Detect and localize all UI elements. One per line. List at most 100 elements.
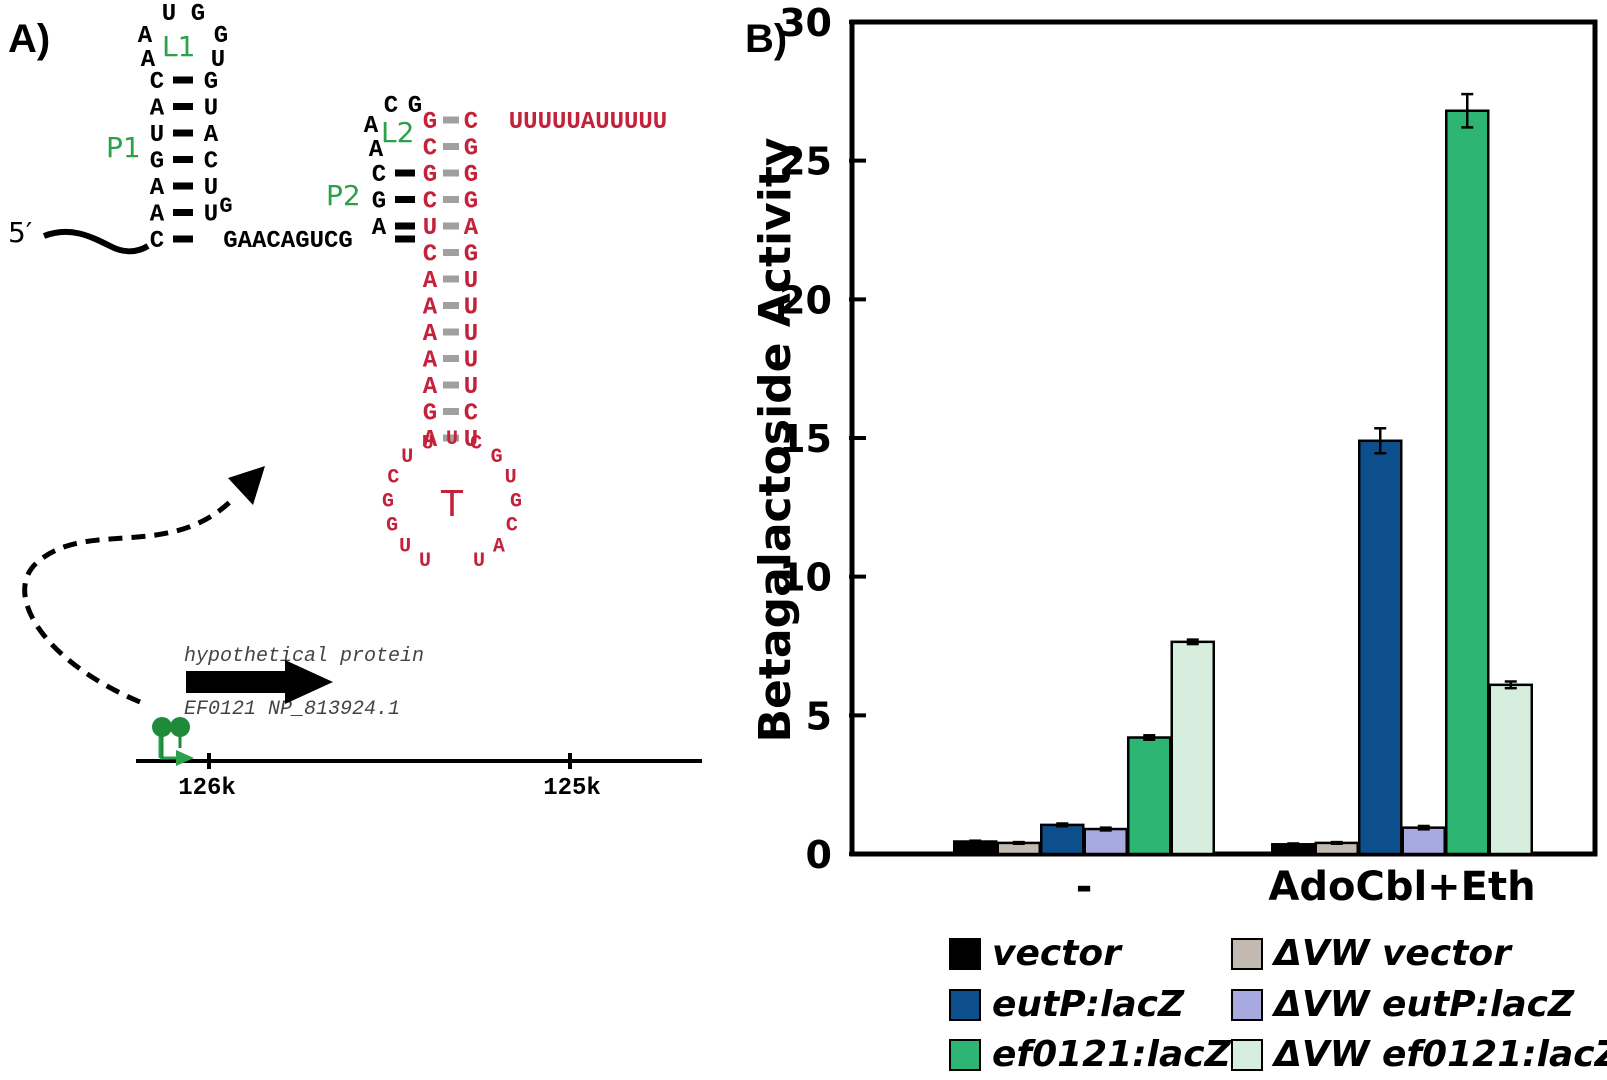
- y-tick-label: 0: [806, 833, 832, 877]
- legend-label: ΔVW eutP:lacZ: [1271, 984, 1575, 1025]
- stem1-left-nt: A: [150, 96, 165, 123]
- panel-a-label: A): [8, 17, 50, 61]
- riboswitch-icon-2: [170, 717, 190, 737]
- loop1-nt: G: [214, 23, 228, 50]
- terminator-left-nt: U: [423, 215, 437, 242]
- loop1-nt: U: [211, 47, 225, 74]
- terminator-left-nt: A: [423, 374, 438, 401]
- stem1-right-nt: U: [204, 175, 218, 202]
- stem2-black-nt: C: [372, 162, 386, 189]
- bar: [1083, 827, 1128, 856]
- terminator-left-nt: A: [423, 427, 438, 454]
- terminator-label: T: [440, 484, 464, 525]
- loop2-nt: A: [369, 137, 384, 164]
- bars: [953, 92, 1533, 856]
- terminator-right-nt: C: [464, 401, 478, 428]
- legend-swatch: [949, 1039, 981, 1071]
- x-category-label: -: [1076, 864, 1093, 910]
- bar: [1170, 640, 1215, 856]
- panel-b-label: B): [745, 17, 787, 61]
- stem-label-p1: P1: [106, 131, 141, 164]
- stem1-left-nt: U: [150, 122, 164, 149]
- terminator-right-nt: U: [464, 374, 478, 401]
- linker-sequence: GAACAGUCG: [223, 228, 353, 255]
- legend: vector eutP:lacZ ef0121:lacZ ΔVW vector ΔVW …: [949, 933, 1607, 1075]
- legend-label: ΔVW ef0121:lacZ: [1271, 1034, 1607, 1075]
- genome-tick-label-126k: 126k: [178, 775, 236, 802]
- terminator-right-nt: U: [464, 348, 478, 375]
- genome-tick-label-125k: 125k: [543, 775, 601, 802]
- terminator-right-nt: U: [464, 268, 478, 295]
- legend-swatch: [1231, 938, 1263, 970]
- terminator-left-nt: G: [423, 109, 437, 136]
- bar-chart: 0 5 10 15 20 25 30 - AdoCbl+Eth Betagalactoside…: [750, 1, 1607, 1075]
- dashed-pointer-arrowhead: [228, 466, 265, 505]
- terminator-left-nt: A: [423, 348, 438, 375]
- terminator-loop-nt: G: [382, 490, 394, 513]
- terminator-right-nt: G: [464, 162, 478, 189]
- stem1-right-nt: U: [204, 202, 218, 229]
- loop2-nt: G: [408, 93, 422, 120]
- terminator-right-nt: G: [464, 136, 478, 163]
- legend-swatch: [949, 989, 981, 1021]
- gene-arrow: [186, 660, 333, 704]
- y-axis: 0 5 10 15 20 25 30: [779, 1, 866, 877]
- terminator-loop-nt: A: [493, 536, 505, 559]
- legend-label: eutP:lacZ: [992, 984, 1185, 1025]
- stem1-right-nt: G: [204, 69, 218, 96]
- terminator-right-nt: U: [464, 295, 478, 322]
- stem1-left-nt: C: [150, 228, 164, 255]
- terminator-loop-nt: G: [491, 446, 503, 469]
- bar: [1401, 826, 1446, 856]
- stem1-left-nt: A: [150, 202, 165, 229]
- terminator-loop-nt: U: [505, 466, 517, 489]
- terminator-left-nt: A: [423, 321, 438, 348]
- loop2-nt: A: [364, 113, 379, 140]
- bar: [1445, 109, 1490, 856]
- bar: [1488, 683, 1533, 856]
- y-tick-label: 20: [779, 278, 832, 322]
- gene-id: EF0121 NP_813924.1: [184, 698, 400, 721]
- terminator-left-nt: G: [423, 401, 437, 428]
- legend-swatch: [949, 938, 981, 970]
- terminator-loop-nt: C: [470, 433, 482, 456]
- terminator-left-nt: C: [423, 189, 437, 216]
- terminator-loop-nt: G: [386, 515, 398, 538]
- gene-name: hypothetical protein: [184, 645, 424, 668]
- legend-label: vector: [992, 933, 1123, 974]
- terminator-left-nt: C: [423, 242, 437, 269]
- stem2-black-nt: A: [372, 215, 387, 242]
- terminator-right-nt: C: [464, 109, 478, 136]
- stem1-bulge-nt: G: [219, 194, 232, 219]
- y-tick-label: 25: [779, 140, 832, 184]
- terminator-right-nt: A: [464, 215, 479, 242]
- bar: [1040, 823, 1085, 856]
- riboswitch-icon-1: [152, 717, 172, 737]
- poly-u-tail: UUUUUAUUUUU: [509, 109, 667, 136]
- terminator-left-nt: A: [423, 268, 438, 295]
- terminator-loop-nt: C: [387, 466, 399, 489]
- y-tick-label: 15: [779, 417, 832, 461]
- terminator-loop-nt: U: [422, 433, 434, 456]
- loop2-nt: C: [384, 93, 398, 120]
- y-tick-label: 10: [779, 556, 832, 600]
- loop1-nt: U: [162, 1, 176, 28]
- stem1-left-nt: C: [150, 69, 164, 96]
- stem1-left-nt: G: [150, 149, 164, 176]
- bar: [1358, 439, 1403, 856]
- terminator-right-nt: U: [464, 427, 478, 454]
- terminator-right-nt: G: [464, 189, 478, 216]
- terminator-loop-nt: U: [419, 550, 431, 573]
- terminator-loop-nt: C: [506, 515, 518, 538]
- stem1-right-nt: A: [204, 122, 219, 149]
- terminator-loop-nt: G: [510, 490, 522, 513]
- legend-swatch: [1231, 1039, 1263, 1071]
- terminator-left-nt: G: [423, 162, 437, 189]
- genome-track: 126k 125k hypothetical protein EF0121 NP…: [22, 466, 702, 802]
- five-prime-label: 5′: [8, 216, 32, 249]
- five-prime-tail: [42, 228, 150, 255]
- x-category-label: AdoCbl+Eth: [1268, 864, 1535, 910]
- y-tick-label: 5: [806, 694, 832, 738]
